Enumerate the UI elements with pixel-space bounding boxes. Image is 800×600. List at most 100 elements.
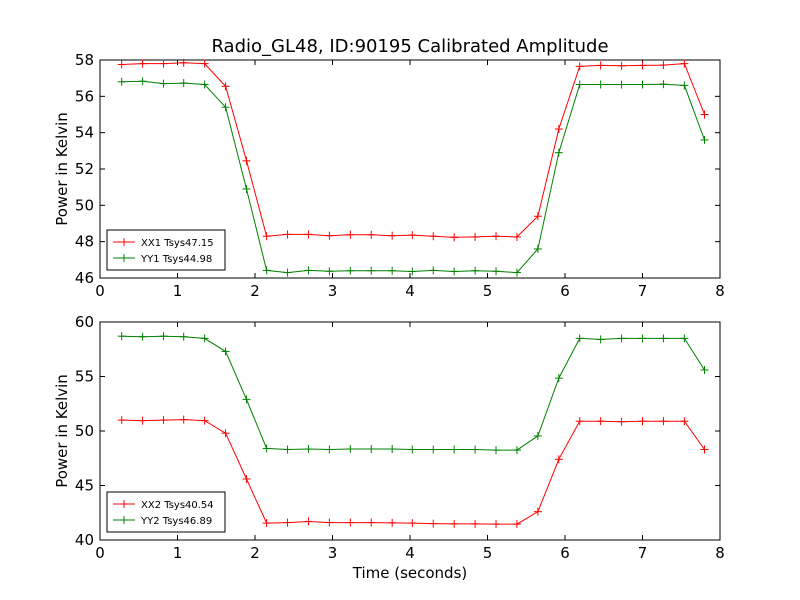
data-point-marker <box>262 266 271 275</box>
data-point-marker <box>367 266 376 275</box>
data-point-marker <box>304 230 313 239</box>
data-point-marker <box>117 416 126 425</box>
y-tick-label: 45 <box>75 477 94 495</box>
data-point-marker <box>304 517 313 526</box>
data-point-marker <box>388 266 397 275</box>
data-point-marker <box>159 416 168 425</box>
data-point-marker <box>325 231 334 240</box>
data-point-marker <box>159 59 168 68</box>
data-point-marker <box>138 332 147 341</box>
data-point-marker <box>242 156 251 165</box>
x-tick-label: 5 <box>483 282 493 300</box>
data-point-marker <box>179 332 188 341</box>
data-point-marker <box>638 61 647 70</box>
y-tick-label: 46 <box>75 269 94 287</box>
x-tick-label: 7 <box>638 544 648 562</box>
legend: XX1 Tsys47.15 YY1 Tsys44.98 <box>106 229 226 271</box>
legend-item: XX1 Tsys47.15 <box>113 238 214 249</box>
y-tick-label: 55 <box>75 368 94 386</box>
legend-label: XX1 Tsys47.15 <box>141 238 214 249</box>
x-tick-label: 5 <box>483 544 493 562</box>
data-point-marker <box>179 415 188 424</box>
data-point-marker <box>617 334 626 343</box>
legend-item: XX2 Tsys40.54 <box>113 500 214 511</box>
data-point-marker <box>700 110 709 119</box>
x-tick-label: 8 <box>715 544 725 562</box>
data-point-marker <box>200 334 209 343</box>
data-point-marker <box>471 445 480 454</box>
data-point-marker <box>450 519 459 528</box>
data-point-marker <box>325 518 334 527</box>
data-point-marker <box>242 184 251 193</box>
data-point-marker <box>408 519 417 528</box>
data-point-marker <box>346 230 355 239</box>
data-point-marker <box>492 520 501 529</box>
data-point-marker <box>471 232 480 241</box>
data-point-marker <box>617 417 626 426</box>
data-point-marker <box>408 445 417 454</box>
data-point-marker <box>117 77 126 86</box>
data-point-marker <box>700 135 709 144</box>
data-point-marker <box>512 520 521 529</box>
data-point-marker <box>408 231 417 240</box>
x-tick-label: 3 <box>328 282 338 300</box>
data-point-marker <box>242 474 251 483</box>
data-point-marker <box>471 519 480 528</box>
data-point-marker <box>367 230 376 239</box>
data-point-marker <box>138 59 147 68</box>
data-point-marker <box>283 230 292 239</box>
data-point-marker <box>554 125 563 134</box>
legend-box <box>106 229 226 271</box>
data-point-marker <box>304 444 313 453</box>
data-point-marker <box>638 334 647 343</box>
data-point-marker <box>575 80 584 89</box>
x-tick-label: 1 <box>173 282 183 300</box>
data-point-marker <box>512 446 521 455</box>
x-tick-label: 3 <box>328 544 338 562</box>
data-point-marker <box>429 519 438 528</box>
x-tick-label: 4 <box>405 544 415 562</box>
data-point-marker <box>680 417 689 426</box>
data-point-marker <box>159 332 168 341</box>
data-point-marker <box>408 267 417 276</box>
data-point-marker <box>429 232 438 241</box>
data-point-marker <box>179 58 188 67</box>
data-point-marker <box>200 59 209 68</box>
data-point-marker <box>388 518 397 527</box>
data-point-marker <box>200 416 209 425</box>
x-tick-label: 0 <box>95 544 105 562</box>
data-point-marker <box>575 334 584 343</box>
data-point-marker <box>659 80 668 89</box>
data-point-marker <box>680 81 689 90</box>
data-point-marker <box>117 332 126 341</box>
y-tick-label: 54 <box>75 124 94 142</box>
data-point-marker <box>159 79 168 88</box>
data-point-marker <box>325 267 334 276</box>
legend-item: YY2 Tsys46.89 <box>113 516 212 527</box>
x-tick-label: 6 <box>560 282 570 300</box>
data-point-marker <box>700 365 709 374</box>
data-point-marker <box>596 80 605 89</box>
legend: XX2 Tsys40.54 YY2 Tsys46.89 <box>106 491 226 533</box>
data-point-marker <box>680 59 689 68</box>
y-tick-label: 56 <box>75 87 94 105</box>
data-point-marker <box>533 212 542 221</box>
data-point-marker <box>262 519 271 528</box>
y-tick-label: 52 <box>75 160 94 178</box>
data-point-marker <box>346 518 355 527</box>
data-point-marker <box>221 347 230 356</box>
x-tick-label: 8 <box>715 282 725 300</box>
data-point-marker <box>575 62 584 71</box>
legend-item: YY1 Tsys44.98 <box>113 254 212 265</box>
x-tick-label: 0 <box>95 282 105 300</box>
data-point-marker <box>617 80 626 89</box>
data-point-marker <box>221 82 230 91</box>
data-point-marker <box>450 267 459 276</box>
data-point-marker <box>659 334 668 343</box>
y-tick-label: 50 <box>75 422 94 440</box>
data-point-marker <box>367 518 376 527</box>
data-point-marker <box>638 80 647 89</box>
y-axis-label: Power in Kelvin <box>53 112 71 226</box>
data-point-marker <box>388 444 397 453</box>
x-axis-label: Time (seconds) <box>352 564 468 582</box>
